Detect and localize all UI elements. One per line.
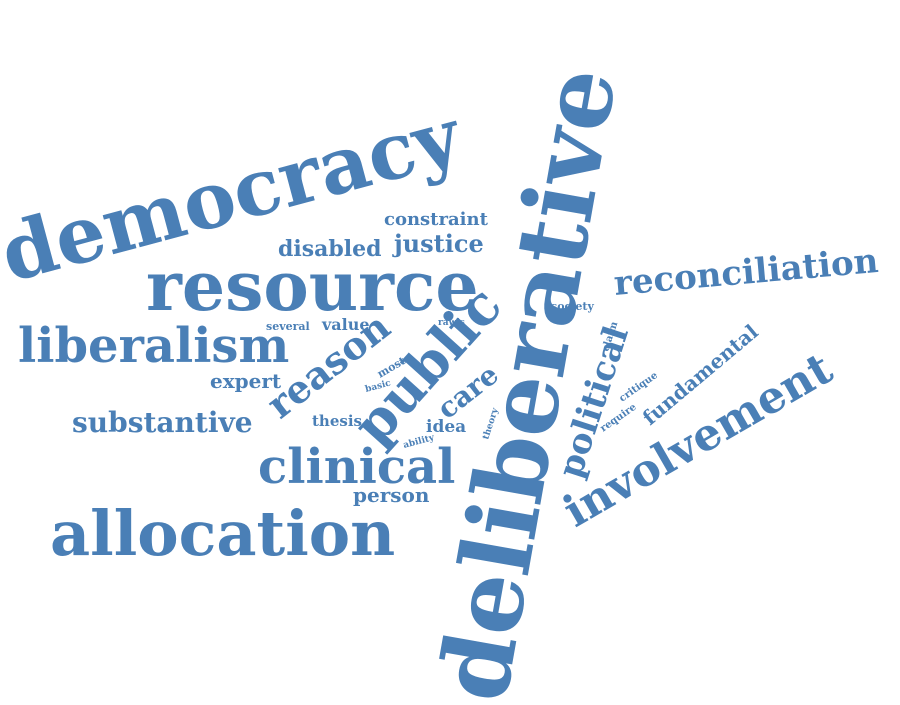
word-resource: resource xyxy=(146,247,479,327)
word-person: person xyxy=(353,483,430,507)
word-justice: justice xyxy=(392,229,484,258)
word-thesis: thesis xyxy=(312,412,362,430)
word-substantive: substantive xyxy=(72,406,253,439)
word-liberalism: liberalism xyxy=(18,318,289,374)
word-idea: idea xyxy=(426,417,466,437)
word-allocation: allocation xyxy=(50,497,395,570)
word-several: several xyxy=(266,320,310,333)
word-value: value xyxy=(321,315,370,334)
word-disabled: disabled xyxy=(278,236,382,262)
word-constraint: constraint xyxy=(384,209,489,230)
word-reconciliation: reconciliation xyxy=(612,241,880,304)
word-society: society xyxy=(551,300,594,313)
word-expert: expert xyxy=(210,369,282,393)
word-clinical: clinical xyxy=(258,439,455,495)
word-rawls: rawls xyxy=(438,318,465,328)
